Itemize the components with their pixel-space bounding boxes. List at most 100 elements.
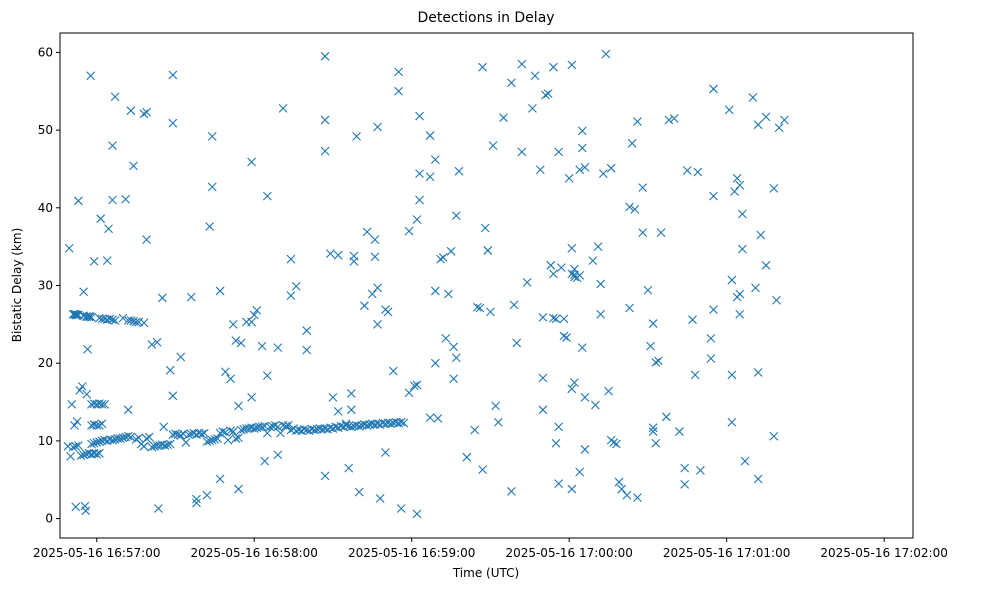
data-point [70, 420, 79, 430]
data-point [83, 344, 92, 354]
data-point [633, 493, 642, 502]
data-point [554, 147, 564, 157]
data-point [147, 340, 157, 349]
data-point [690, 370, 700, 380]
data-point [528, 103, 537, 113]
data-point [165, 365, 175, 375]
data-point [577, 126, 587, 136]
data-points [63, 49, 789, 519]
data-point [491, 401, 501, 411]
data-point [396, 504, 406, 513]
data-point [68, 442, 78, 452]
data-point [751, 283, 760, 293]
data-point [462, 452, 472, 462]
data-point [480, 223, 490, 233]
data-point [333, 406, 343, 416]
data-point [94, 448, 104, 458]
data-point [67, 399, 77, 409]
data-point [126, 106, 136, 116]
data-point [278, 103, 288, 113]
x-tick-label: 2025-05-16 16:59:00 [348, 546, 475, 560]
data-point [262, 191, 272, 201]
data-point [362, 227, 372, 237]
data-point [121, 194, 131, 204]
data-point [142, 107, 152, 117]
data-point [638, 183, 648, 192]
data-point [157, 293, 167, 303]
data-point [171, 429, 180, 439]
data-point [575, 165, 585, 175]
data-point [247, 317, 256, 327]
data-point [451, 353, 461, 363]
data-point [399, 418, 409, 428]
data-point [89, 438, 99, 448]
data-point [656, 228, 666, 238]
data-point [226, 426, 235, 436]
data-point [682, 166, 692, 175]
data-point [554, 422, 564, 432]
data-point [281, 421, 291, 431]
data-point [82, 389, 92, 399]
data-point [633, 117, 642, 126]
data-point [184, 430, 193, 440]
data-point [197, 429, 207, 439]
data-point [567, 384, 577, 394]
data-point [252, 305, 262, 315]
data-point [273, 422, 283, 432]
data-point [260, 456, 270, 466]
data-point [94, 420, 104, 430]
data-point [154, 504, 163, 513]
data-point [680, 463, 690, 473]
data-point [580, 163, 590, 172]
data-point [273, 450, 283, 460]
data-point [87, 312, 96, 322]
data-point [512, 338, 522, 348]
data-point [139, 109, 149, 119]
data-point [320, 471, 330, 481]
data-point [213, 434, 222, 443]
data-point [596, 309, 606, 319]
data-point [192, 494, 201, 504]
data-point [761, 260, 771, 270]
data-point [333, 250, 343, 260]
data-point [444, 289, 453, 299]
y-tick-label: 20 [38, 356, 53, 370]
data-point [559, 314, 569, 324]
data-point [234, 484, 243, 494]
data-point [283, 420, 293, 430]
data-point [210, 434, 220, 444]
data-point [110, 316, 120, 325]
data-point [638, 228, 648, 238]
data-point [249, 424, 259, 433]
data-point [646, 341, 655, 351]
data-point [299, 424, 309, 434]
data-point [131, 317, 141, 327]
data-point [215, 474, 225, 484]
data-point [92, 438, 102, 447]
data-point [604, 386, 613, 396]
data-point [176, 352, 186, 362]
data-point [575, 271, 585, 280]
data-point [430, 358, 440, 368]
data-point [727, 417, 737, 427]
data-point [320, 51, 330, 61]
data-point [144, 432, 154, 442]
data-point [207, 435, 217, 445]
data-point [265, 422, 275, 432]
data-point [648, 423, 658, 433]
y-tick-label: 60 [38, 45, 53, 59]
data-point [509, 300, 519, 310]
data-point [249, 310, 259, 320]
data-point [73, 196, 83, 206]
data-point [483, 246, 493, 255]
data-point [570, 378, 579, 388]
data-point [291, 281, 301, 291]
data-point [415, 169, 424, 179]
data-point [732, 173, 742, 183]
data-point [75, 385, 85, 395]
data-point [231, 434, 241, 443]
data-point [123, 431, 133, 441]
data-point [753, 474, 763, 484]
data-point [247, 157, 256, 167]
